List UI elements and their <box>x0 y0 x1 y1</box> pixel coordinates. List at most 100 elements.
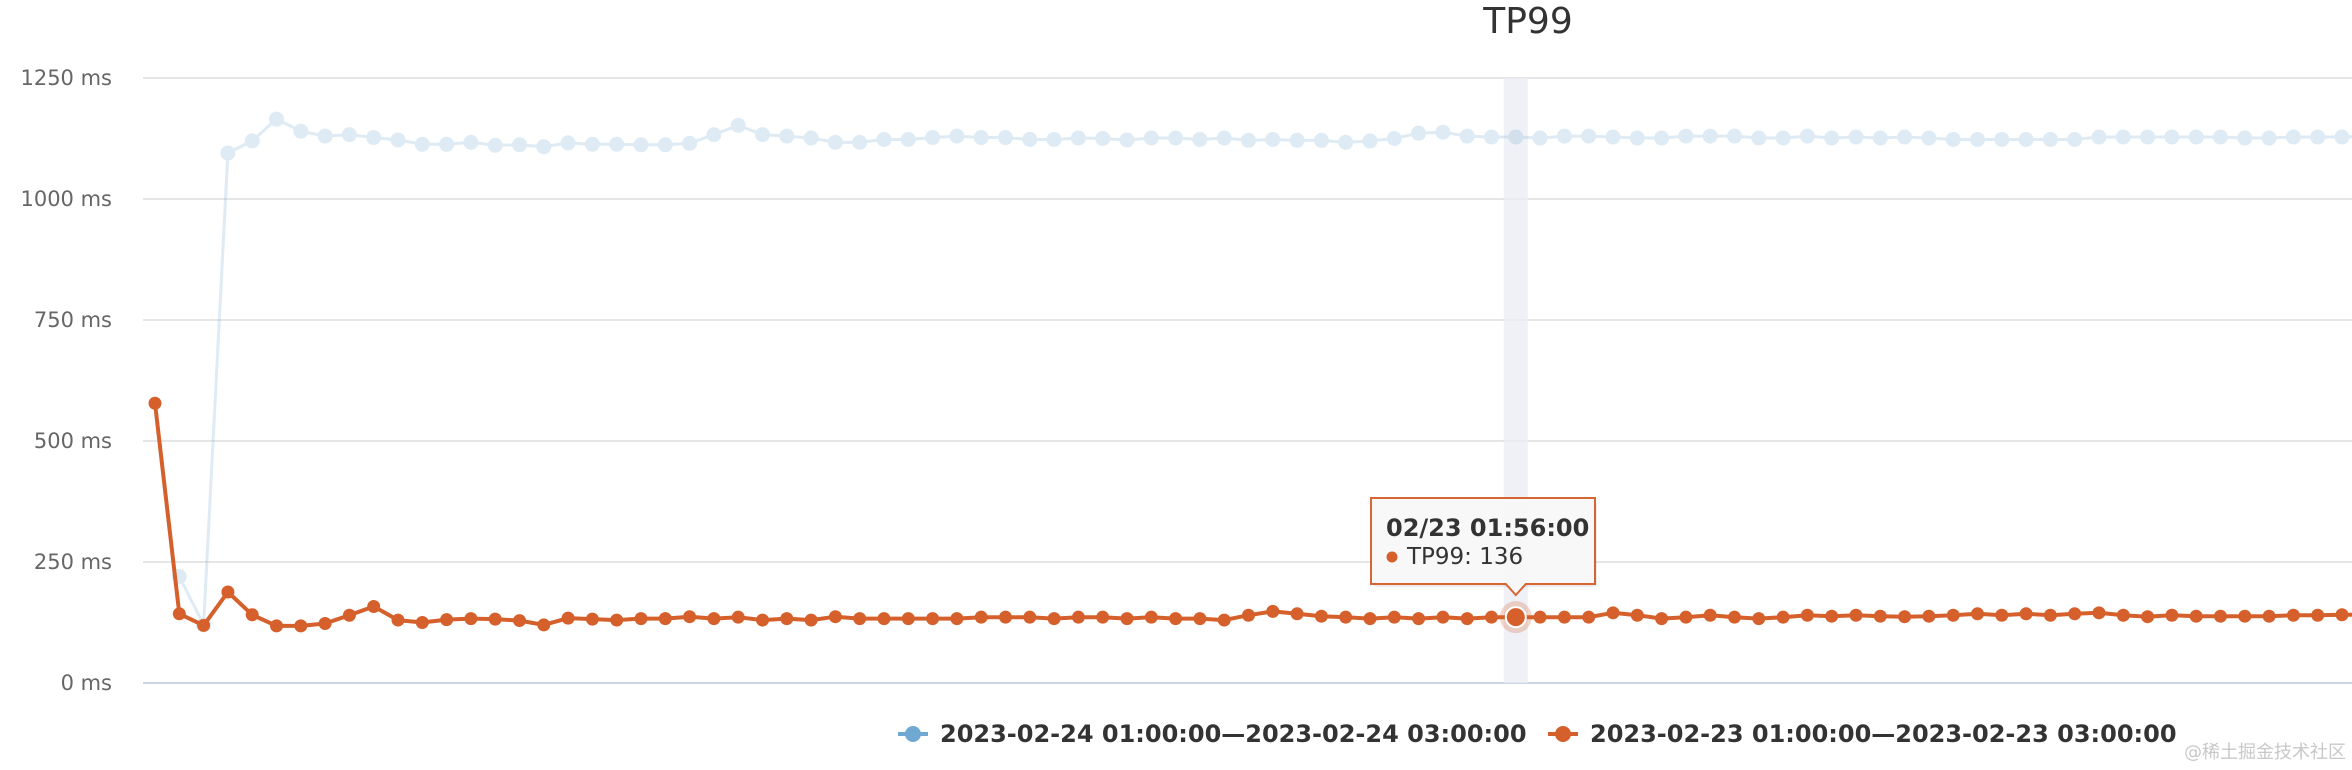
y-tick-label: 1000 ms <box>20 187 112 211</box>
data-point <box>2188 129 2204 145</box>
data-point <box>1775 130 1791 146</box>
data-point <box>390 132 406 148</box>
data-point <box>1799 128 1815 144</box>
data-point <box>852 134 868 150</box>
data-point <box>2214 609 2227 623</box>
data-point <box>1144 610 1158 624</box>
data-point <box>827 134 843 150</box>
data-point <box>1217 613 1231 627</box>
data-point <box>1825 609 1839 623</box>
data-point <box>2141 610 2155 624</box>
data-point <box>2189 609 2203 623</box>
data-point <box>2164 129 2180 145</box>
tooltip-title: 02/23 01:56:00 <box>1386 514 1589 542</box>
data-point <box>414 136 430 152</box>
data-point <box>2140 129 2156 145</box>
legend[interactable]: 2023-02-24 01:00:00—2023-02-24 03:00:00 2… <box>898 720 2177 748</box>
data-point <box>2018 131 2034 147</box>
data-point <box>1459 128 1475 144</box>
data-point <box>513 614 526 628</box>
data-point <box>901 612 915 626</box>
data-point <box>415 616 429 629</box>
data-point <box>1922 609 1936 623</box>
y-tick-label: 250 ms <box>34 550 112 574</box>
data-point <box>148 396 162 410</box>
data-point <box>1872 130 1888 146</box>
data-point <box>828 610 842 624</box>
data-point <box>1921 130 1937 146</box>
y-tick-label: 500 ms <box>34 429 112 453</box>
data-point <box>1898 610 1912 624</box>
data-point <box>391 613 405 627</box>
data-point <box>1556 128 1572 144</box>
data-point <box>634 612 648 626</box>
data-point <box>780 612 794 626</box>
data-point <box>220 145 236 161</box>
data-point <box>1873 609 1887 623</box>
data-point <box>1995 608 2009 622</box>
data-point <box>244 133 260 149</box>
data-point <box>1289 132 1305 148</box>
data-point <box>1557 610 1571 624</box>
data-point <box>488 612 502 626</box>
data-point <box>609 136 625 152</box>
data-point <box>2334 129 2350 145</box>
data-point <box>1848 129 1864 145</box>
data-point <box>293 123 309 139</box>
legend-swatch-marker <box>905 726 921 742</box>
data-point <box>1679 610 1693 624</box>
data-point <box>2286 608 2300 622</box>
data-point <box>2067 131 2083 147</box>
data-point <box>998 130 1013 146</box>
data-point <box>1120 612 1134 626</box>
data-point <box>1485 610 1498 624</box>
data-point <box>1946 608 1960 622</box>
data-point <box>756 613 769 627</box>
data-point <box>341 127 357 143</box>
data-point <box>1800 608 1814 622</box>
data-point <box>1655 612 1669 626</box>
data-point <box>342 608 356 622</box>
data-point <box>270 619 283 633</box>
data-point <box>2261 130 2277 146</box>
data-point <box>1824 130 1840 146</box>
data-point <box>973 130 989 146</box>
data-point <box>1169 612 1183 626</box>
legend-item-1[interactable]: 2023-02-24 01:00:00—2023-02-24 03:00:00 <box>898 720 1527 748</box>
data-point <box>1776 610 1790 624</box>
data-point <box>197 618 211 632</box>
data-point <box>803 130 819 146</box>
data-point <box>269 111 284 127</box>
data-point <box>2262 609 2276 623</box>
data-point <box>2019 607 2033 621</box>
watermark: @稀土掘金技术社区 <box>2184 742 2346 763</box>
data-point <box>2311 608 2325 622</box>
data-point <box>1435 124 1451 140</box>
data-point <box>2116 608 2130 622</box>
data-point <box>707 612 721 626</box>
data-point <box>683 610 697 624</box>
data-point <box>974 610 988 624</box>
data-point <box>950 612 964 626</box>
data-point <box>1484 129 1499 145</box>
data-point <box>2042 131 2058 147</box>
data-point <box>1412 612 1426 626</box>
data-point <box>2043 608 2057 622</box>
data-point <box>584 136 600 152</box>
data-point <box>512 137 527 153</box>
data-point <box>1192 131 1208 147</box>
data-point <box>537 618 551 632</box>
data-point <box>610 613 624 627</box>
data-point <box>1751 130 1767 146</box>
data-point <box>2115 129 2131 145</box>
data-point <box>1023 610 1037 624</box>
tooltip-value: TP99: 136 <box>1406 544 1523 570</box>
data-point <box>1216 130 1232 146</box>
data-point <box>949 128 965 144</box>
data-point <box>1970 131 1985 147</box>
data-point <box>1728 610 1741 624</box>
legend-item-2[interactable]: 2023-02-23 01:00:00—2023-02-23 03:00:00 <box>1548 720 2177 748</box>
data-point <box>853 612 867 626</box>
data-point <box>1193 612 1207 626</box>
